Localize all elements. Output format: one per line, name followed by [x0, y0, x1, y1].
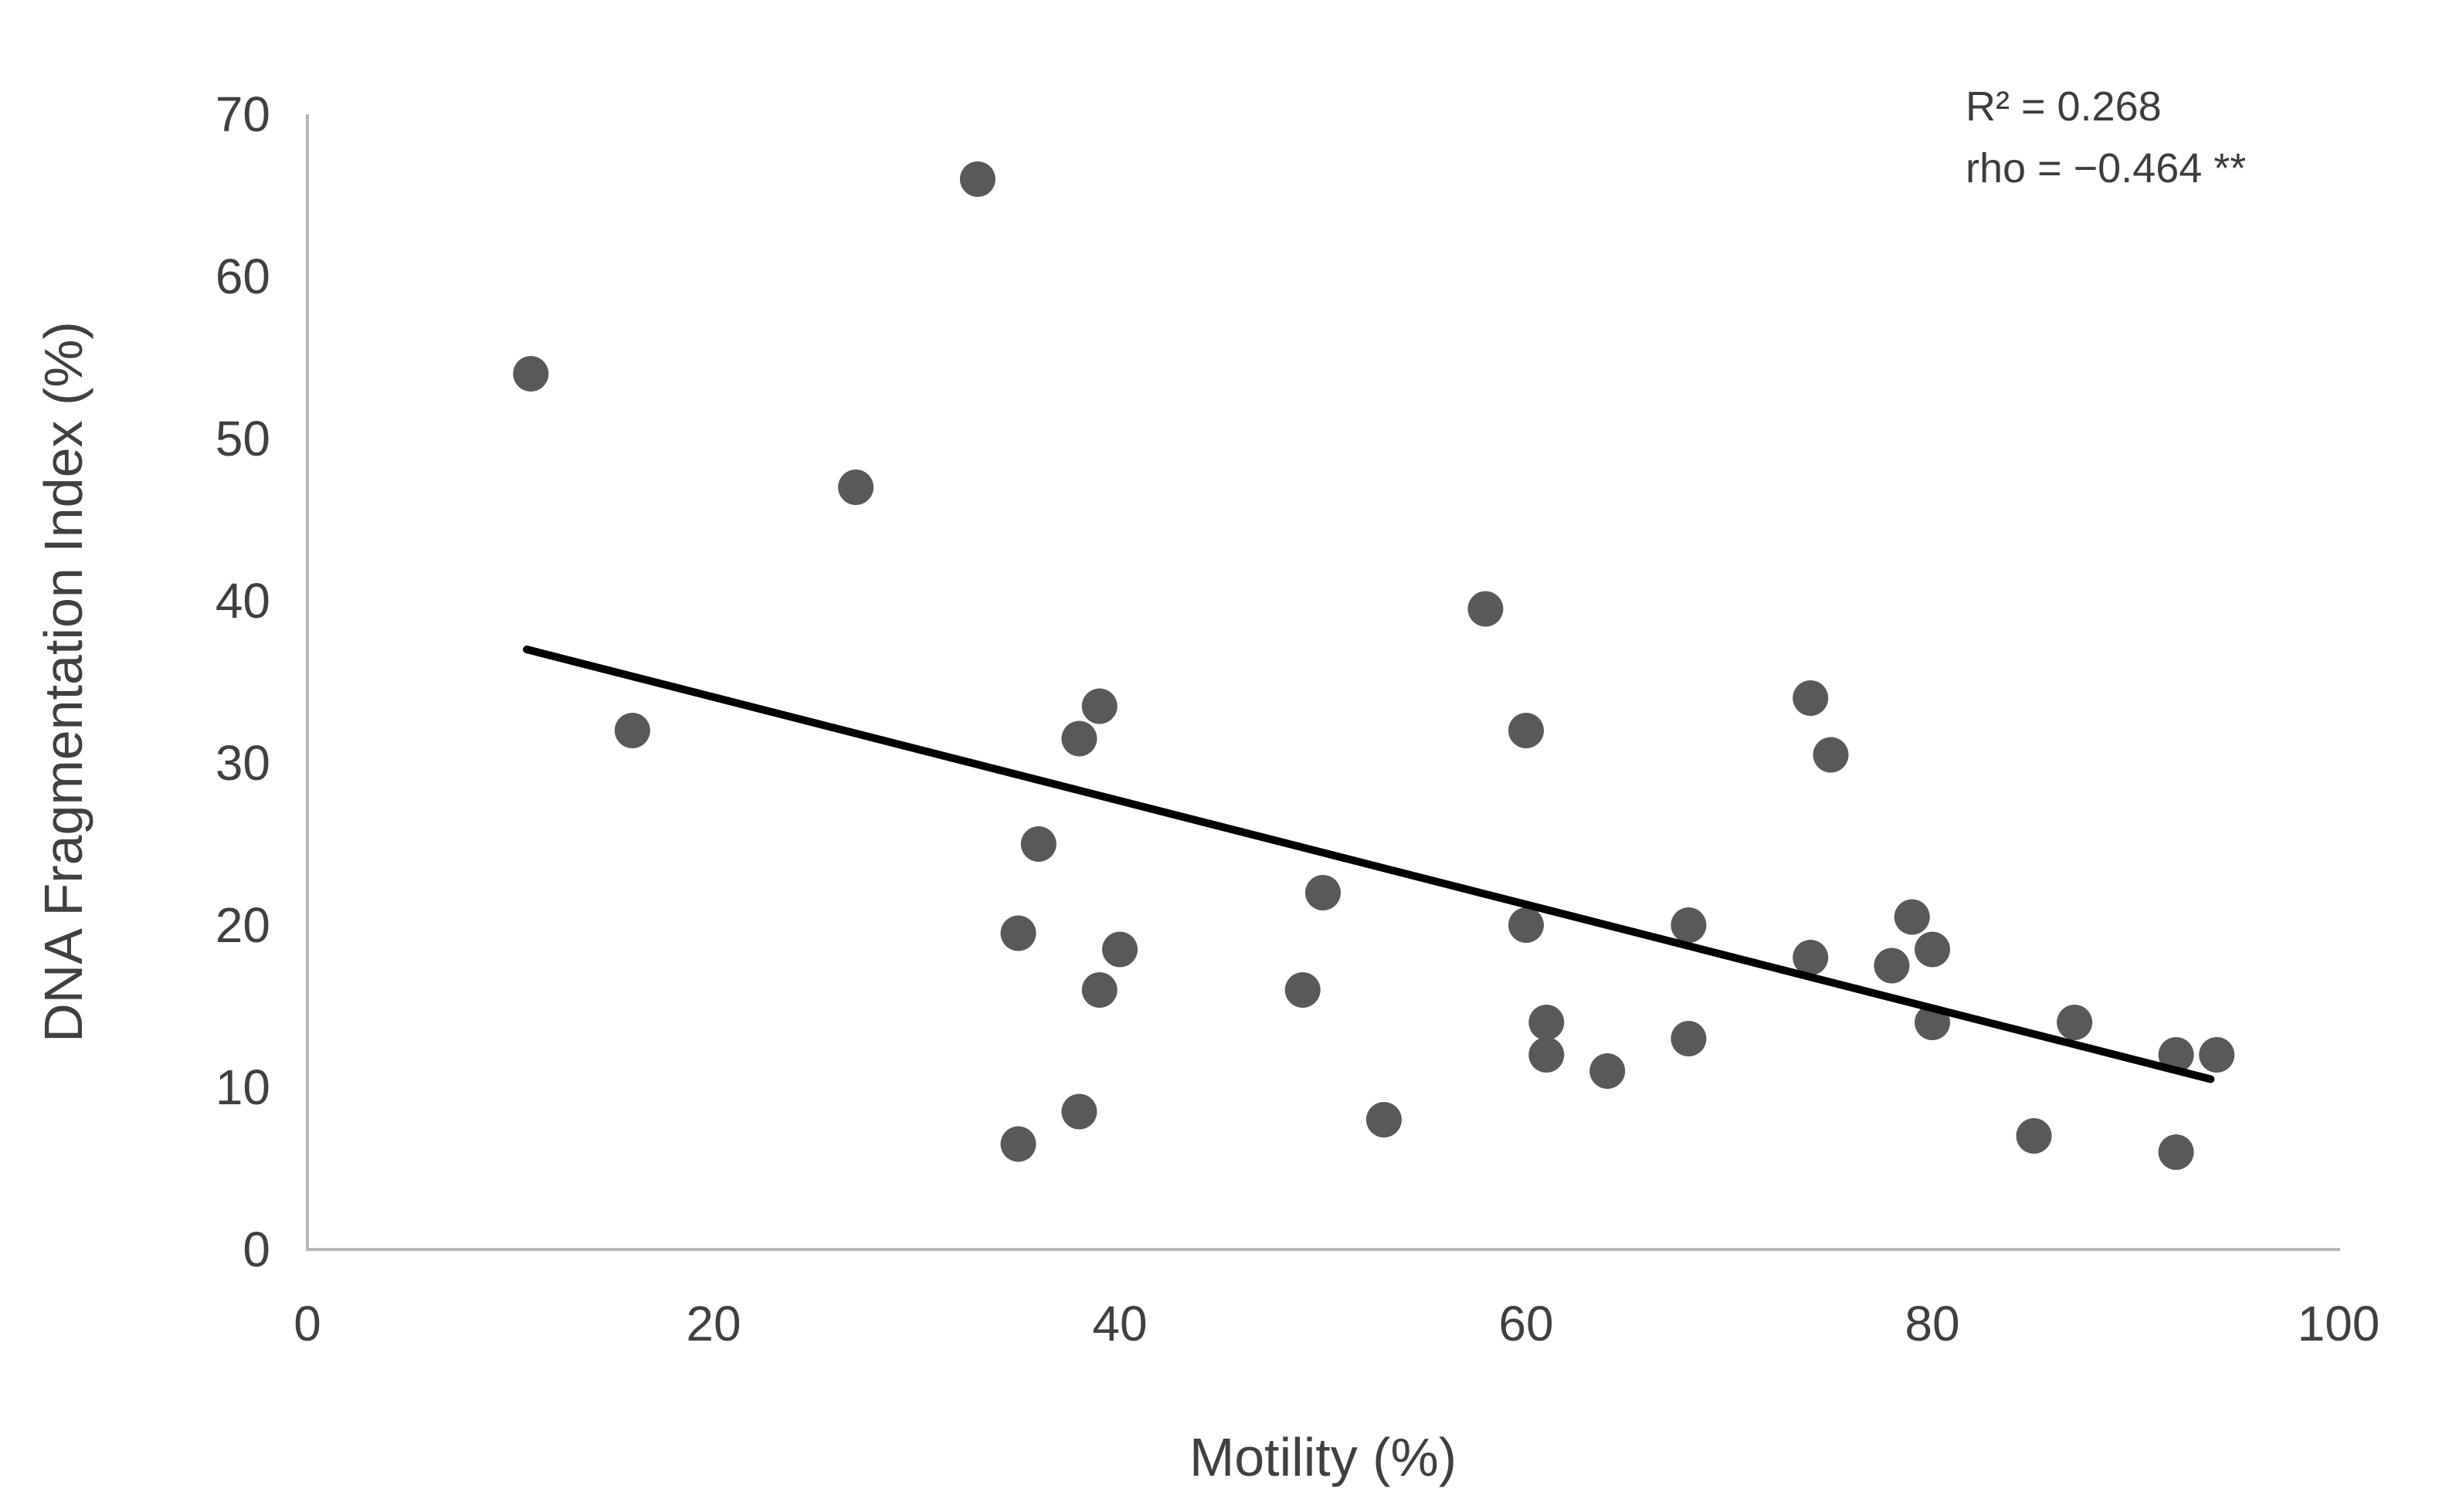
data-point	[1000, 915, 1036, 951]
data-point	[1081, 688, 1118, 724]
data-point	[1671, 1021, 1707, 1056]
data-point	[1284, 972, 1321, 1008]
y-tick-label: 60	[215, 249, 270, 304]
data-point	[1793, 940, 1829, 975]
data-point	[1589, 1053, 1626, 1089]
data-point	[1000, 1126, 1036, 1162]
x-tick-label: 80	[1905, 1296, 1959, 1351]
r-squared-label: R² = 0.268	[1966, 83, 2162, 130]
stats-annotation: R² = 0.268 rho = −0.464 **	[1966, 76, 2246, 199]
data-point	[1305, 875, 1341, 910]
data-point	[1508, 907, 1544, 943]
data-point	[1508, 713, 1544, 748]
data-point	[1671, 907, 1707, 943]
data-point	[1365, 1102, 1402, 1137]
data-point	[2158, 1134, 2194, 1170]
y-tick-label: 10	[215, 1059, 270, 1115]
data-point	[2199, 1037, 2235, 1073]
data-point	[614, 713, 650, 748]
y-tick-label: 70	[215, 86, 270, 142]
data-point	[2016, 1118, 2052, 1154]
x-tick-label: 100	[2298, 1296, 2380, 1351]
x-axis-title: Motility (%)	[1189, 1427, 1457, 1487]
data-point	[838, 470, 874, 505]
data-point	[1102, 931, 1138, 968]
data-point	[1081, 972, 1118, 1008]
data-point	[1061, 720, 1097, 757]
data-point	[1894, 899, 1930, 935]
y-tick-label: 0	[243, 1222, 270, 1277]
y-axis-title: DNA Fragmentation Index (%)	[33, 321, 93, 1042]
y-tick-label: 30	[215, 735, 270, 791]
rho-label: rho = −0.464 **	[1966, 145, 2247, 192]
data-point	[1061, 1093, 1097, 1130]
data-point	[2158, 1037, 2194, 1073]
data-point	[959, 161, 996, 197]
x-tick-label: 60	[1498, 1296, 1553, 1351]
trend-line	[523, 646, 2215, 1083]
data-point	[1915, 931, 1950, 968]
y-tick-label: 40	[215, 573, 270, 629]
data-point	[2057, 1005, 2093, 1040]
data-point	[1020, 826, 1057, 862]
data-point	[1813, 737, 1849, 773]
data-point	[1874, 948, 1910, 984]
data-point	[513, 356, 549, 392]
x-tick-label: 20	[686, 1296, 741, 1351]
x-tick-label: 40	[1092, 1296, 1147, 1351]
data-point	[1528, 1037, 1565, 1073]
data-point	[1528, 1005, 1565, 1040]
y-tick-label: 50	[215, 411, 270, 466]
x-tick-label: 0	[293, 1296, 321, 1351]
data-point	[1467, 591, 1504, 627]
data-point	[1793, 680, 1829, 716]
y-tick-label: 20	[215, 897, 270, 953]
